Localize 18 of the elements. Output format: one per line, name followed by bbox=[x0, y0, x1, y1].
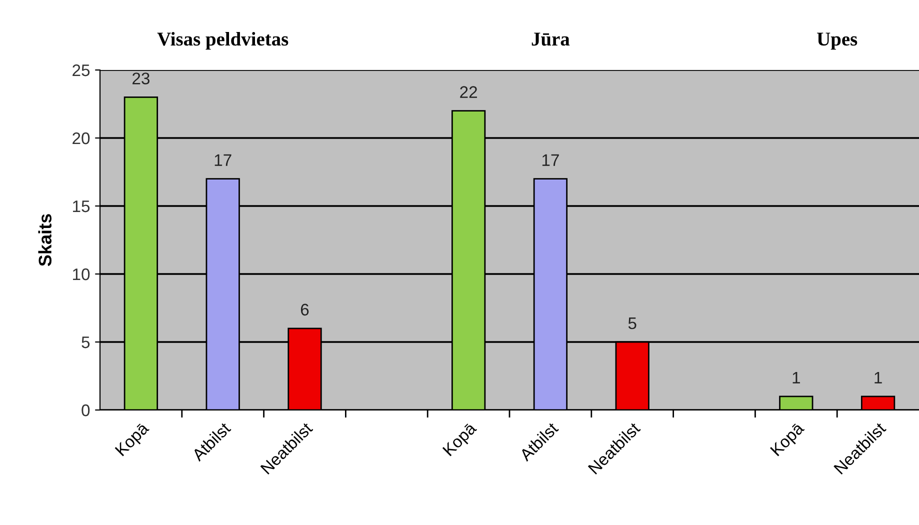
text: Visas peldvietas bbox=[157, 32, 288, 50]
y-tick-label: 25 bbox=[72, 64, 90, 76]
text: Upes bbox=[817, 32, 858, 50]
y-tick-label: 5 bbox=[82, 336, 90, 348]
data-label: 17 bbox=[214, 154, 232, 166]
data-label: 1 bbox=[792, 372, 800, 384]
data-label: 22 bbox=[460, 86, 477, 98]
y-tick-label: 15 bbox=[73, 200, 90, 212]
data-label: 17 bbox=[542, 154, 559, 166]
y-tick-label: 10 bbox=[73, 268, 90, 280]
y-tick-label: 20 bbox=[72, 132, 90, 144]
text: Jūra bbox=[532, 32, 570, 46]
y-axis-title: Skaits bbox=[38, 214, 52, 266]
data-label: 5 bbox=[628, 318, 636, 330]
y-tick-label: 0 bbox=[82, 404, 90, 416]
data-label: 6 bbox=[300, 304, 309, 316]
data-label: 23 bbox=[132, 72, 150, 84]
data-label: 1 bbox=[874, 372, 882, 384]
